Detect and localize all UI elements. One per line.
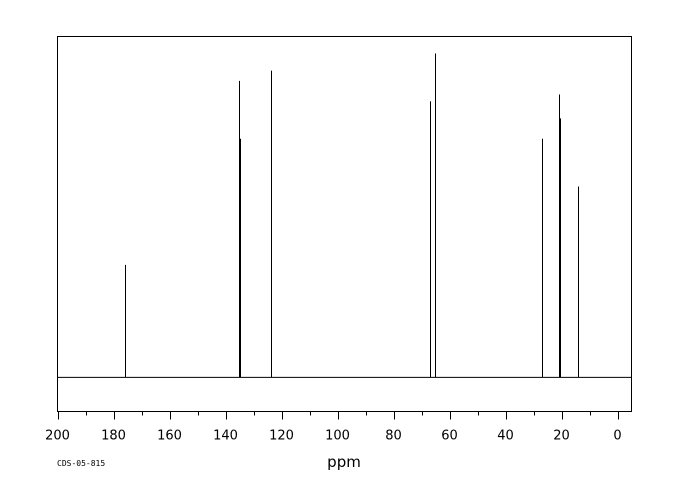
- x-tick-label-180: 180: [101, 429, 126, 444]
- source-label: CDS-05-815: [57, 459, 105, 468]
- x-tick-label-60: 60: [441, 429, 458, 444]
- x-tick-label-140: 140: [213, 429, 238, 444]
- x-tick-label-40: 40: [497, 429, 514, 444]
- x-tick-label-20: 20: [553, 429, 570, 444]
- x-tick-label-100: 100: [325, 429, 350, 444]
- x-tick-label-80: 80: [385, 429, 402, 444]
- x-axis-ticks: 200 180 160 140 120 100 80 60 40 20 0: [45, 411, 622, 444]
- x-tick-label-0: 0: [613, 429, 621, 444]
- peaks-group: [125, 53, 579, 378]
- x-axis-title: ppm: [327, 453, 361, 471]
- x-tick-label-200: 200: [45, 429, 70, 444]
- x-tick-label-120: 120: [269, 429, 294, 444]
- x-tick-label-160: 160: [157, 429, 182, 444]
- plot-frame: [57, 36, 632, 412]
